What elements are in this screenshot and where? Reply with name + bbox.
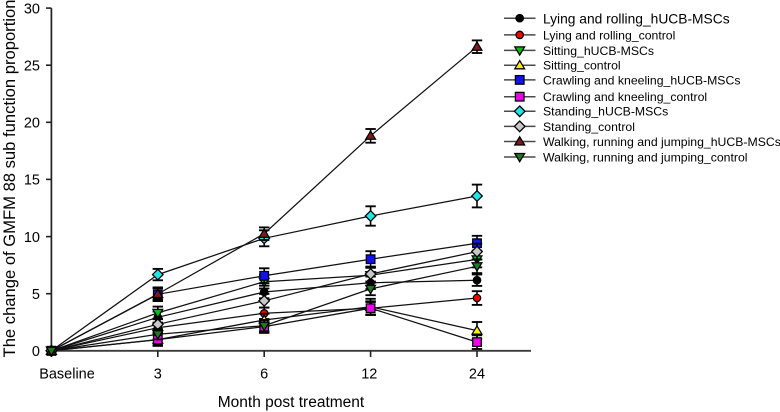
svg-text:The change of GMFM 88 sub func: The change of GMFM 88 sub function propo… bbox=[0, 0, 19, 357]
svg-text:Standing_hUCB-MSCs: Standing_hUCB-MSCs bbox=[543, 105, 668, 119]
svg-text:5: 5 bbox=[32, 287, 40, 303]
svg-text:10: 10 bbox=[24, 230, 40, 246]
svg-text:Month post treatment: Month post treatment bbox=[218, 394, 365, 411]
svg-text:30: 30 bbox=[24, 1, 40, 17]
svg-text:0: 0 bbox=[32, 344, 40, 360]
svg-text:3: 3 bbox=[154, 366, 162, 382]
svg-text:15: 15 bbox=[24, 173, 40, 189]
svg-text:Crawling and kneeling_hUCB-MSC: Crawling and kneeling_hUCB-MSCs bbox=[543, 73, 740, 87]
svg-text:Sitting_hUCB-MSCs: Sitting_hUCB-MSCs bbox=[543, 44, 654, 58]
svg-text:Standing_control: Standing_control bbox=[543, 120, 635, 134]
svg-text:Lying and rolling_hUCB-MSCs: Lying and rolling_hUCB-MSCs bbox=[543, 11, 730, 26]
svg-text:24: 24 bbox=[469, 366, 485, 382]
svg-text:Lying and rolling_control: Lying and rolling_control bbox=[543, 28, 675, 42]
svg-text:25: 25 bbox=[24, 58, 40, 74]
svg-text:Walking, running and jumping_h: Walking, running and jumping_hUCB-MSCs bbox=[543, 135, 780, 149]
svg-text:6: 6 bbox=[260, 366, 268, 382]
svg-text:Walking, running and jumping_c: Walking, running and jumping_control bbox=[543, 150, 748, 164]
svg-text:Sitting_control: Sitting_control bbox=[543, 59, 621, 73]
svg-text:12: 12 bbox=[361, 366, 377, 382]
svg-text:Baseline: Baseline bbox=[39, 366, 95, 382]
svg-text:Crawling and kneeling_control: Crawling and kneeling_control bbox=[543, 90, 707, 104]
svg-text:20: 20 bbox=[24, 116, 40, 132]
